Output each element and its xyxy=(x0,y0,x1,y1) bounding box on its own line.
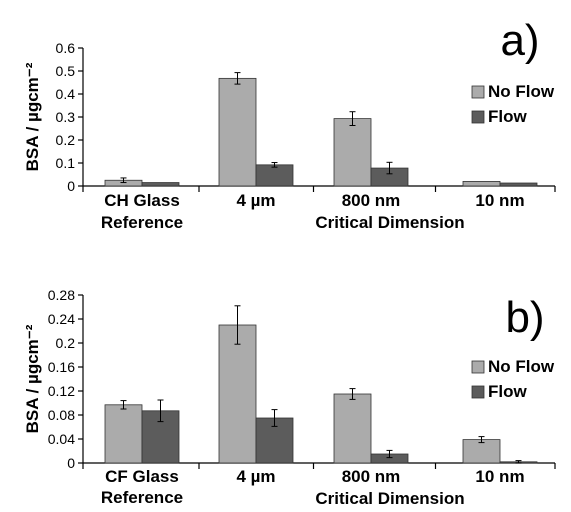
bar xyxy=(333,118,372,187)
x-tick-label: 800 nm xyxy=(342,467,401,486)
y-tick-label: 0 xyxy=(67,178,75,194)
x-tick-label: CH Glass xyxy=(104,191,180,210)
x-axis-title: Critical Dimension xyxy=(315,213,464,232)
y-tick-label: 0.16 xyxy=(48,359,75,375)
y-tick-label: 0.04 xyxy=(48,431,75,447)
bar xyxy=(141,182,180,187)
y-tick-label: 0.12 xyxy=(48,383,75,399)
y-tick-label: 0.08 xyxy=(48,407,75,423)
y-tick-label: 0.6 xyxy=(56,40,76,56)
y-tick-label: 0.5 xyxy=(56,63,76,79)
bar xyxy=(333,393,372,464)
bar xyxy=(104,404,143,464)
y-tick-label: 0.2 xyxy=(56,132,76,148)
legend-swatch xyxy=(471,85,485,99)
y-tick-label: 0.28 xyxy=(48,287,75,303)
y-tick-label: 0.4 xyxy=(56,86,76,102)
legend-label: Flow xyxy=(488,107,527,126)
legend-swatch xyxy=(471,385,485,399)
y-tick-label: 0.24 xyxy=(48,311,75,327)
x-axis-title: Critical Dimension xyxy=(315,489,464,508)
x-tick-label: CF Glass xyxy=(105,467,179,486)
bar xyxy=(462,180,501,187)
bar xyxy=(499,182,538,187)
x-tick-label: 4 µm xyxy=(236,467,275,486)
x-tick-label: 10 nm xyxy=(475,467,524,486)
y-axis-title: BSA / µgcm⁻² xyxy=(23,324,42,433)
y-tick-label: 0.2 xyxy=(56,335,76,351)
y-tick-label: 0.3 xyxy=(56,109,76,125)
x-tick-label: 10 nm xyxy=(475,191,524,210)
x-tick-label-line2: Reference xyxy=(101,213,183,232)
chart-panel-a: 0 0.1 0.2 0.3 0.4 0.5 0.6 CH Glass Reference 4 µm… xyxy=(23,16,556,232)
y-tick-label: 0 xyxy=(67,455,75,471)
x-tick-label-line2: Reference xyxy=(101,488,183,507)
x-tick-label: 800 nm xyxy=(342,191,401,210)
chart-panel-b: 0 0.04 0.08 0.12 0.16 0.2 0.24 0.28 CF Glass Refe… xyxy=(23,287,556,508)
legend-swatch xyxy=(471,360,485,374)
bar xyxy=(218,77,257,187)
y-tick-label: 0.1 xyxy=(56,155,76,171)
panel-label: a) xyxy=(500,16,539,65)
legend-swatch xyxy=(471,110,485,124)
y-axis-title: BSA / µgcm⁻² xyxy=(23,62,42,171)
bar xyxy=(462,439,501,464)
legend-label: No Flow xyxy=(488,357,555,376)
bar xyxy=(255,164,294,187)
bar xyxy=(218,324,257,464)
legend-label: Flow xyxy=(488,382,527,401)
panel-label: b) xyxy=(505,293,544,342)
x-tick-label: 4 µm xyxy=(236,191,275,210)
legend-label: No Flow xyxy=(488,82,555,101)
